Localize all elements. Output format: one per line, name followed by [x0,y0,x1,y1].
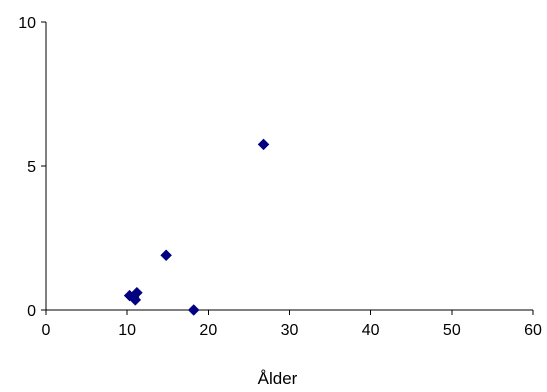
x-tick-label: 40 [362,322,380,339]
y-tick-label: 0 [27,303,36,320]
x-tick-label: 20 [199,322,217,339]
y-ticks: 0 5 10 [18,15,46,320]
axes [45,22,533,311]
x-axis-title: Ålder [258,369,298,388]
y-tick-label: 5 [27,159,36,176]
x-ticks: 0 10 20 30 40 50 60 [42,310,542,339]
x-tick-label: 10 [118,322,136,339]
x-tick-label: 0 [42,322,51,339]
y-tick-label: 10 [18,15,36,32]
x-tick-label: 30 [281,322,299,339]
data-points [123,138,270,316]
x-tick-label: 60 [524,322,542,339]
x-tick-label: 50 [443,322,461,339]
data-point [187,304,200,316]
data-point [257,138,270,151]
data-point [129,294,142,306]
data-point [160,249,172,262]
